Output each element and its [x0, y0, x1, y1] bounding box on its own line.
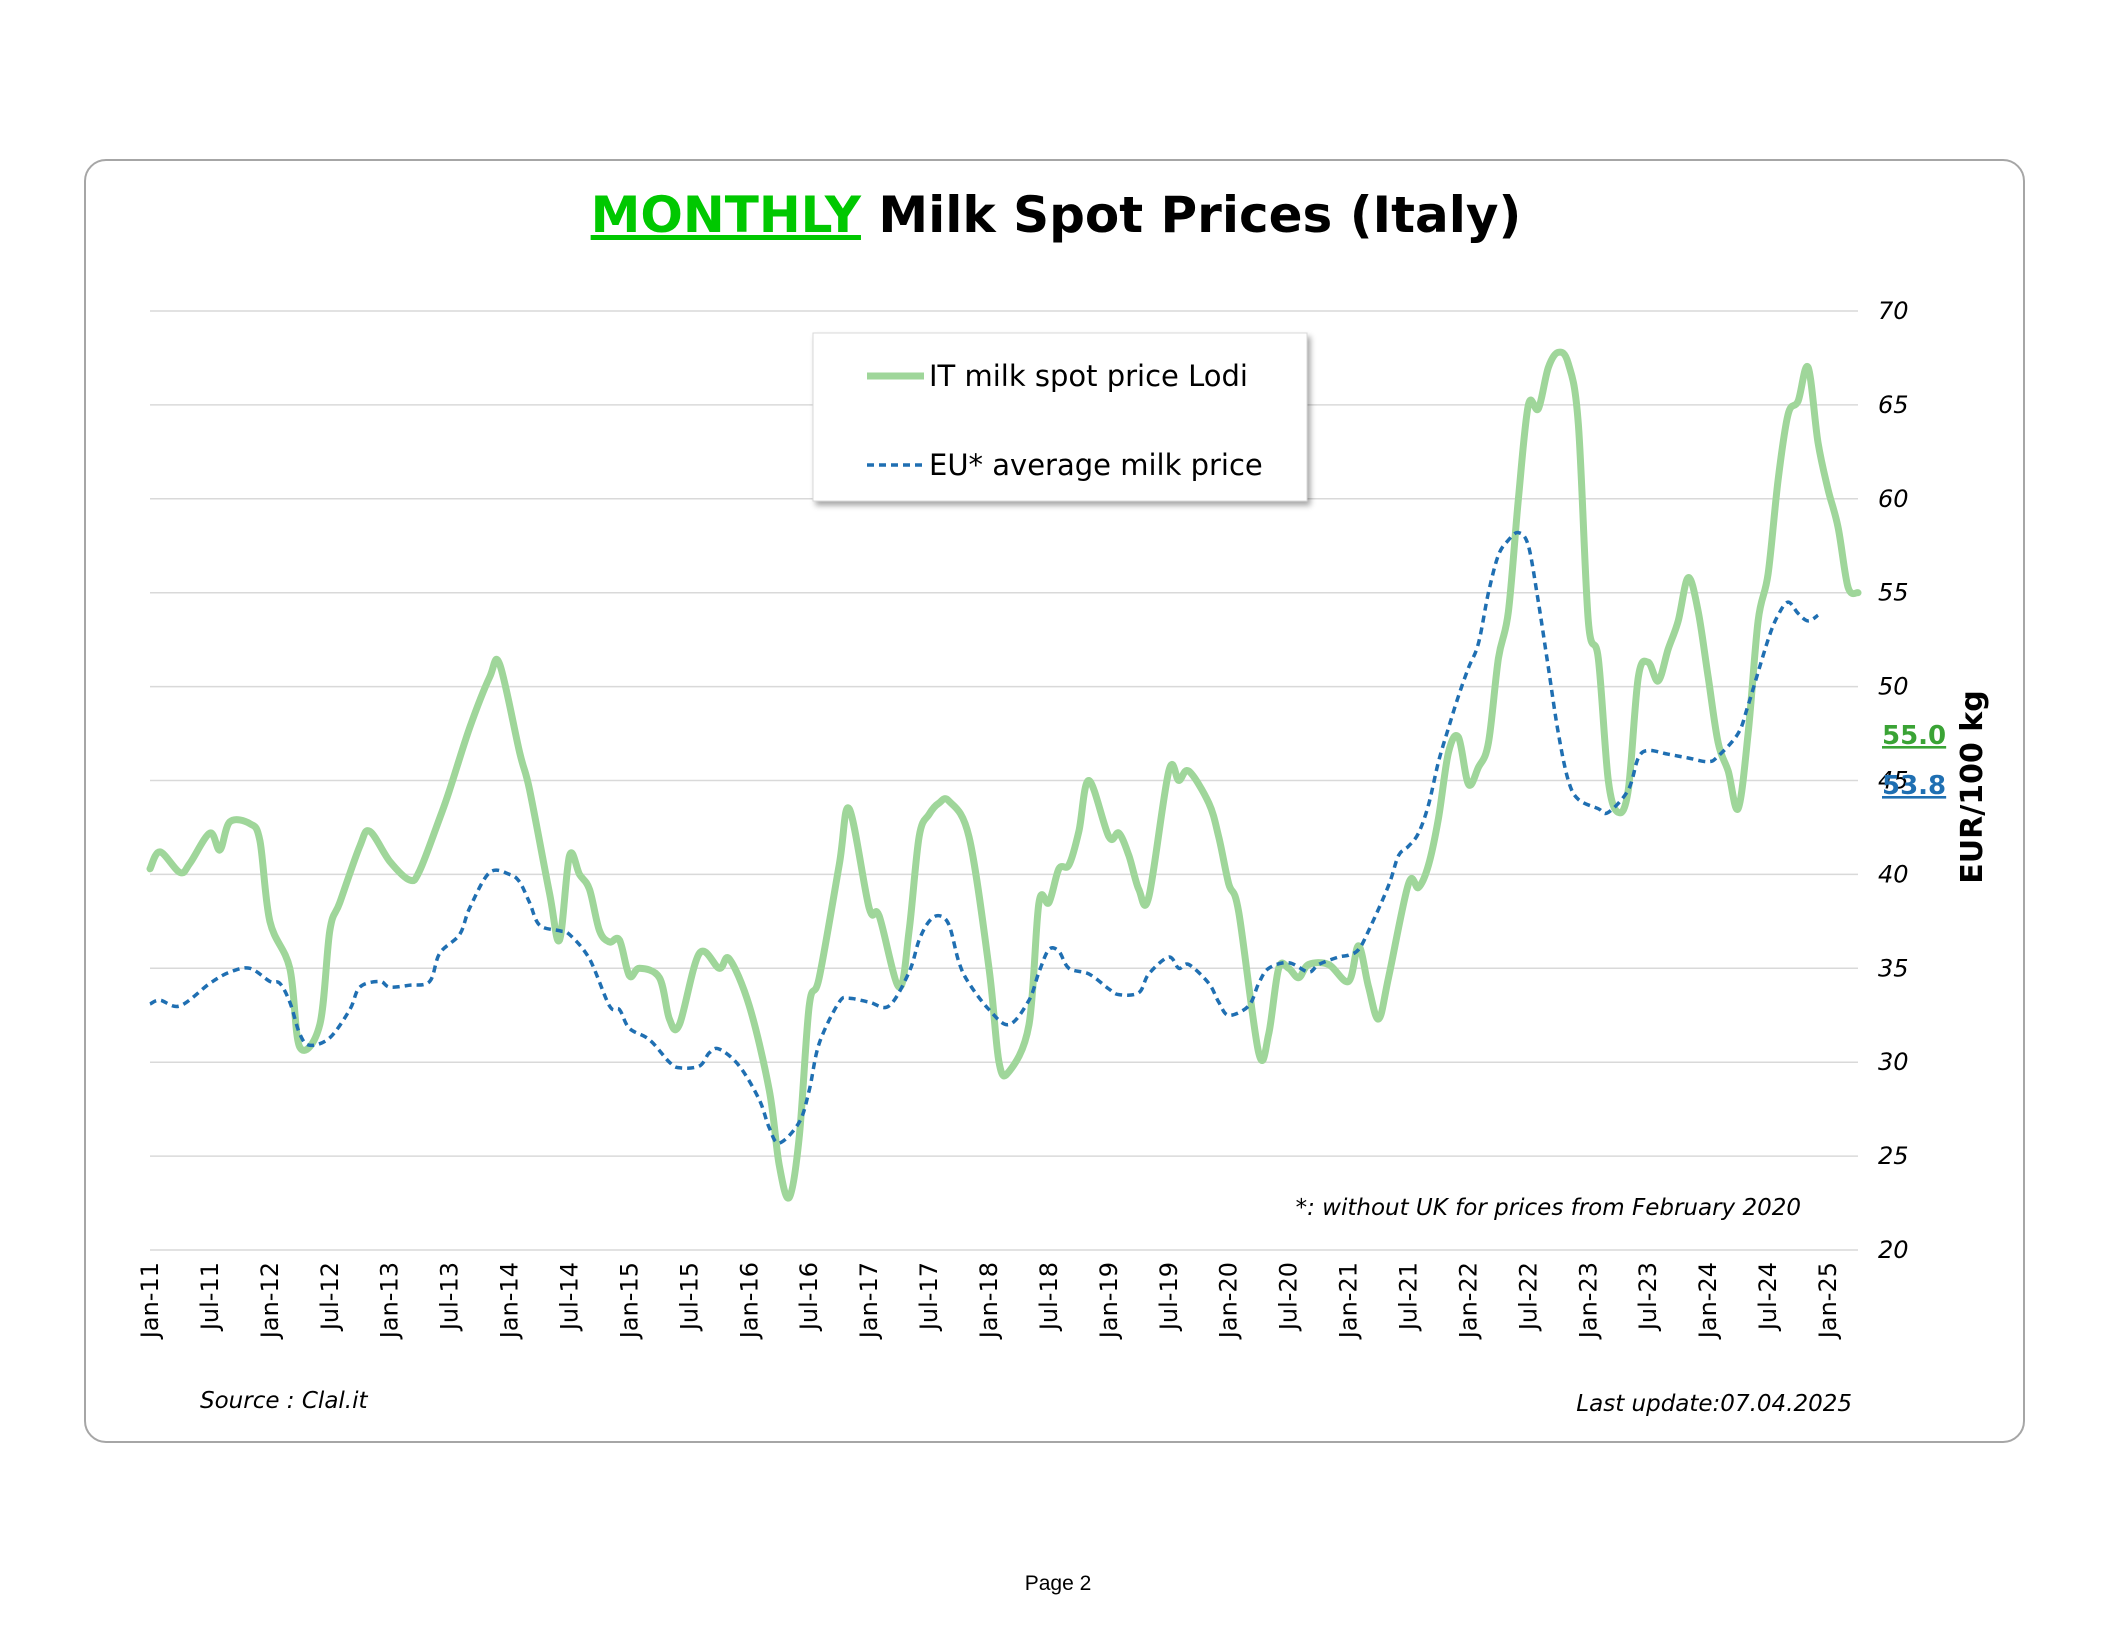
end-label-layer: 55.0 53.8 [1882, 721, 1946, 801]
x-tick-label-Jul-24: Jul-24 [1754, 1262, 1782, 1332]
end-value-label-lodi: 55.0 [1882, 721, 1946, 751]
x-tick-label-Jan-15: Jan-15 [615, 1262, 643, 1340]
y-tick-label-55: 55 [1878, 579, 1909, 607]
x-tick-label-Jan-21: Jan-21 [1335, 1262, 1363, 1340]
grid-layer [150, 310, 1858, 1251]
x-tick-label-Jan-24: Jan-24 [1694, 1262, 1722, 1340]
x-tick-label-Jan-16: Jan-16 [735, 1262, 763, 1340]
legend-label-eu: EU* average milk price [929, 448, 1263, 482]
chart-frame: MONTHLY Milk Spot Prices (Italy) 70 65 60 5… [84, 159, 2025, 1443]
x-tick-label-Jul-18: Jul-18 [1035, 1262, 1063, 1332]
x-tick-label-Jul-14: Jul-14 [556, 1262, 584, 1332]
series-line-eu-average [149, 530, 1820, 1145]
x-tick-label-Jul-22: Jul-22 [1514, 1262, 1542, 1332]
y-tick-label-70: 70 [1878, 297, 1909, 325]
x-tick-label-Jan-18: Jan-18 [975, 1262, 1003, 1340]
legend-label-lodi: IT milk spot price Lodi [929, 359, 1248, 393]
x-tick-layer: Jan-11 Jul-11 Jan-12 Jul-12 Jan-13 Jul-13 Jan-… [136, 1262, 1842, 1340]
x-tick-label-Jul-23: Jul-23 [1634, 1262, 1662, 1332]
x-tick-label-Jan-22: Jan-22 [1454, 1262, 1482, 1340]
x-tick-label-Jan-17: Jan-17 [855, 1262, 883, 1340]
x-tick-label-Jan-23: Jan-23 [1574, 1262, 1602, 1340]
x-tick-label-Jul-12: Jul-12 [316, 1262, 344, 1332]
x-tick-label-Jul-16: Jul-16 [795, 1262, 823, 1332]
x-tick-label-Jul-20: Jul-20 [1275, 1262, 1303, 1332]
y-tick-layer: 70 65 60 55 50 45 40 35 30 25 20 [1878, 297, 1909, 1264]
x-tick-label-Jan-14: Jan-14 [496, 1262, 524, 1340]
source-note: Source : Clal.it [200, 1388, 369, 1414]
chart-svg: MONTHLY Milk Spot Prices (Italy) 70 65 60 5… [136, 186, 1990, 1417]
x-tick-label-Jul-11: Jul-11 [196, 1262, 224, 1332]
x-tick-label-Jan-13: Jan-13 [376, 1262, 404, 1340]
y-tick-label-60: 60 [1878, 485, 1909, 513]
chart-title: MONTHLY Milk Spot Prices (Italy) [591, 186, 1522, 244]
x-tick-label-Jul-19: Jul-19 [1155, 1262, 1183, 1332]
x-tick-label-Jan-11: Jan-11 [136, 1262, 164, 1340]
series-layer [146, 348, 1862, 1202]
y-tick-label-30: 30 [1878, 1048, 1909, 1076]
chart-annotation: *: without UK for prices from February 2… [1296, 1195, 1801, 1221]
x-tick-label-Jan-12: Jan-12 [256, 1262, 284, 1340]
x-tick-label-Jul-13: Jul-13 [436, 1262, 464, 1332]
x-tick-label-Jul-17: Jul-17 [915, 1262, 943, 1332]
y-tick-label-40: 40 [1878, 860, 1909, 888]
series-line-it-lodi [146, 348, 1862, 1202]
legend: IT milk spot price Lodi EU* average milk… [812, 332, 1308, 502]
y-tick-label-20: 20 [1878, 1236, 1909, 1264]
y-tick-label-65: 65 [1878, 391, 1909, 419]
page-number: Page 2 [1024, 1572, 1092, 1595]
chart-title-rest: Milk Spot Prices (Italy) [861, 186, 1521, 244]
x-tick-label-Jul-15: Jul-15 [675, 1262, 703, 1332]
y-axis-label: EUR/100 kg [1955, 690, 1990, 883]
x-tick-label-Jan-20: Jan-20 [1215, 1262, 1243, 1340]
y-tick-label-50: 50 [1878, 673, 1909, 701]
x-tick-label-Jan-25: Jan-25 [1814, 1262, 1842, 1340]
legend-box [812, 332, 1308, 502]
x-tick-label-Jul-21: Jul-21 [1395, 1262, 1423, 1332]
x-tick-label-Jan-19: Jan-19 [1095, 1262, 1123, 1340]
y-tick-label-35: 35 [1878, 954, 1909, 982]
chart-title-highlight: MONTHLY [591, 186, 862, 244]
y-tick-label-25: 25 [1878, 1142, 1909, 1170]
end-value-label-eu: 53.8 [1882, 771, 1946, 801]
y-tick-label-45: 45 [1878, 767, 1909, 795]
last-update-note: Last update:07.04.2025 [1576, 1391, 1852, 1417]
